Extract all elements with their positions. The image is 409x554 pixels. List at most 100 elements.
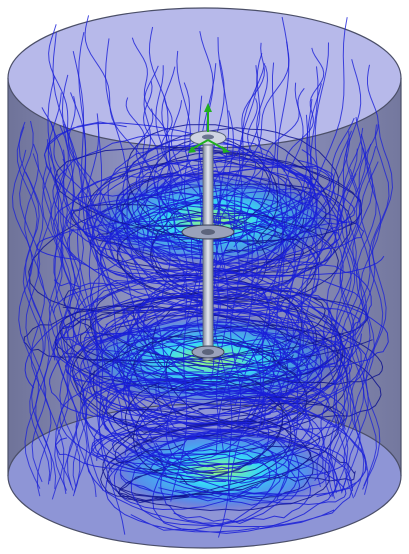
streamline <box>151 438 278 531</box>
streamline <box>213 87 305 210</box>
streamline <box>217 114 309 538</box>
streamline <box>11 149 41 489</box>
streamline <box>114 402 345 472</box>
streamline <box>209 42 265 208</box>
streamline <box>165 335 289 425</box>
streamline <box>117 218 264 267</box>
streamline <box>42 164 74 491</box>
streamline <box>54 146 363 243</box>
streamline <box>46 139 81 497</box>
streamline <box>133 335 308 429</box>
streamline <box>158 66 176 297</box>
streamline <box>59 305 382 418</box>
streamline <box>170 100 188 298</box>
streamline <box>102 334 351 443</box>
streamline <box>223 117 355 328</box>
streamline <box>63 287 384 385</box>
streamline <box>67 96 136 284</box>
streamline <box>100 194 324 306</box>
streamline <box>72 50 168 479</box>
streamline <box>353 144 381 495</box>
streamline <box>19 120 47 483</box>
streamline <box>50 149 78 494</box>
streamline <box>142 81 176 239</box>
streamline <box>125 97 190 223</box>
streamline <box>102 396 340 499</box>
streamline <box>331 169 361 498</box>
streamline <box>52 331 348 430</box>
streamline <box>236 65 269 285</box>
streamline <box>362 124 390 487</box>
streamline <box>254 42 329 420</box>
streamline <box>233 98 258 248</box>
upper-impeller-hub <box>201 229 215 235</box>
streamline <box>347 161 379 492</box>
streamline <box>47 92 101 360</box>
streamline <box>82 165 335 240</box>
streamline <box>77 174 347 256</box>
streamline <box>105 308 316 456</box>
streamline <box>113 285 294 388</box>
streamline <box>85 379 324 498</box>
streamline <box>82 292 337 396</box>
streamlines <box>11 15 394 538</box>
streamline <box>241 83 322 362</box>
streamline <box>124 376 292 475</box>
streamline <box>137 295 319 369</box>
coordinate-axis-icon <box>188 103 230 153</box>
streamline <box>104 38 178 419</box>
streamline <box>256 16 290 438</box>
streamline <box>124 435 301 506</box>
streamline <box>108 206 333 269</box>
streamline <box>61 74 117 435</box>
streamline <box>341 142 374 492</box>
streamline <box>329 127 364 492</box>
streamline <box>50 120 152 335</box>
streamline <box>275 99 318 429</box>
streamline <box>131 37 199 195</box>
streamline <box>52 32 157 405</box>
streamline <box>60 123 88 487</box>
streamline <box>215 62 277 456</box>
streamline <box>54 428 346 482</box>
streamline <box>316 131 350 488</box>
streamline <box>327 173 357 499</box>
streamline <box>54 125 82 486</box>
streamline <box>101 378 325 479</box>
streamline <box>41 167 70 491</box>
streamline <box>32 153 65 500</box>
streamline <box>23 298 369 362</box>
streamline <box>84 15 169 209</box>
streamline <box>60 158 88 493</box>
agitator-shaft <box>202 139 214 361</box>
streamline <box>80 309 349 398</box>
streamline <box>136 183 317 271</box>
streamline <box>343 145 377 499</box>
streamline <box>76 31 113 473</box>
streamline <box>324 148 358 497</box>
streamline <box>155 65 188 320</box>
streamline <box>18 121 53 482</box>
streamline <box>276 117 363 336</box>
streamline <box>255 82 304 302</box>
streamline <box>204 65 258 357</box>
streamline <box>98 379 367 497</box>
lower-impeller-hub <box>202 349 214 355</box>
streamline <box>160 97 179 219</box>
streamline <box>234 17 348 407</box>
streamline <box>106 192 320 318</box>
streamline <box>176 50 208 356</box>
streamline <box>362 124 394 490</box>
streamline <box>333 133 367 494</box>
streamline <box>28 183 353 314</box>
streamline <box>130 429 300 527</box>
streamline <box>24 143 52 497</box>
streamline <box>112 408 356 482</box>
streamline <box>210 41 290 227</box>
streamline <box>154 170 297 270</box>
shaft-top-hole <box>202 134 214 140</box>
streamline <box>215 37 230 452</box>
streamline <box>226 110 242 425</box>
streamline <box>146 137 279 253</box>
